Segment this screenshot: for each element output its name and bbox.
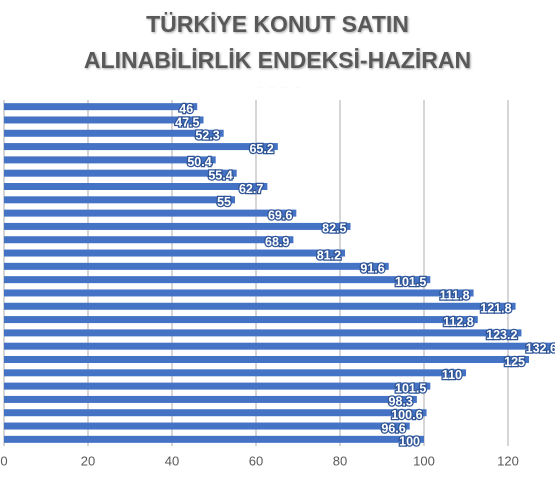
value-label: 121.8 xyxy=(480,302,511,316)
bar xyxy=(4,422,410,430)
value-label: 50.4 xyxy=(187,155,211,169)
x-tick-label: 60 xyxy=(249,453,263,468)
bar xyxy=(4,395,417,403)
bar xyxy=(4,249,346,257)
bar xyxy=(4,262,389,270)
value-label: 123.2 xyxy=(486,328,517,342)
x-tick-label: 20 xyxy=(81,453,95,468)
x-tick-label: 120 xyxy=(497,453,519,468)
x-tick-label: 0 xyxy=(0,453,7,468)
value-label: 81.2 xyxy=(317,248,341,262)
value-label: 132.6 xyxy=(526,341,555,355)
value-label: 125 xyxy=(504,355,525,369)
value-label: 55.4 xyxy=(208,168,232,182)
bar xyxy=(4,169,237,177)
bar xyxy=(4,276,431,284)
value-label: 100 xyxy=(399,435,420,449)
value-label: 111.8 xyxy=(440,288,470,302)
bar xyxy=(4,289,474,297)
value-label: 65.2 xyxy=(249,142,273,156)
bar xyxy=(4,196,235,204)
bar xyxy=(4,316,478,324)
bar xyxy=(4,116,204,124)
value-label: 69.6 xyxy=(268,208,292,222)
value-label: 46 xyxy=(179,102,193,116)
bar xyxy=(4,329,522,337)
value-label: 98.3 xyxy=(389,395,413,409)
value-label: 47.5 xyxy=(175,115,199,129)
bar xyxy=(4,369,466,377)
value-label: 62.7 xyxy=(239,182,263,196)
bar xyxy=(4,435,424,443)
bar xyxy=(4,342,555,350)
bar xyxy=(4,409,427,417)
bar xyxy=(4,356,529,363)
value-label: 52.3 xyxy=(195,129,219,143)
value-label: 101.5 xyxy=(395,381,426,395)
value-label: 91.6 xyxy=(360,262,384,276)
value-label: 82.5 xyxy=(322,222,346,236)
bar xyxy=(4,143,278,151)
value-label: 101.5 xyxy=(395,275,426,289)
value-label: 96.6 xyxy=(381,421,405,435)
bar xyxy=(4,129,224,137)
value-label: 55 xyxy=(217,195,231,209)
bar xyxy=(4,222,351,230)
bar xyxy=(4,183,268,190)
bar xyxy=(4,236,294,244)
x-tick-label: 40 xyxy=(165,453,179,468)
bar xyxy=(4,156,216,164)
x-tick-label: 100 xyxy=(413,453,435,468)
bar xyxy=(4,382,431,390)
value-label: 68.9 xyxy=(265,235,289,249)
value-label: 110 xyxy=(442,368,462,382)
bar xyxy=(4,302,516,310)
title-box: TÜRKİYE KONUT SATIN ALINABİLİRLİK ENDEKS… xyxy=(83,11,472,88)
bar xyxy=(4,209,297,217)
value-label: 112.8 xyxy=(443,315,474,329)
value-label: 100.6 xyxy=(391,408,422,422)
chart-title: TÜRKİYE KONUT SATIN ALINABİLİRLİK ENDEKS… xyxy=(83,11,472,88)
x-tick-label: 80 xyxy=(333,453,347,468)
bar xyxy=(4,103,198,111)
